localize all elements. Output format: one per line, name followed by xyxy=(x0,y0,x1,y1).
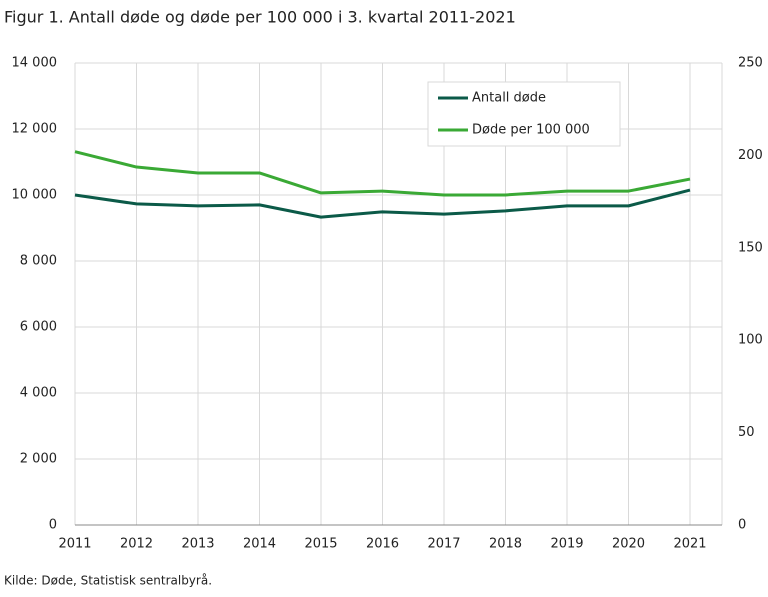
y2-tick-label: 100 xyxy=(738,333,763,348)
y-tick-label: 14 000 xyxy=(12,56,58,71)
chart-title: Figur 1. Antall døde og døde per 100 000… xyxy=(4,8,516,27)
y-tick-label: 10 000 xyxy=(12,188,58,203)
line-series xyxy=(74,188,691,219)
y2-tick-label: 200 xyxy=(738,148,763,163)
x-tick-label: 2020 xyxy=(612,537,645,552)
legend-label: Antall døde xyxy=(472,91,546,106)
x-tick-label: 2013 xyxy=(181,537,214,552)
x-tick-label: 2012 xyxy=(120,537,153,552)
y-tick-label: 6 000 xyxy=(20,320,57,335)
source: Kilde: Døde, Statistisk sentralbyrå. xyxy=(4,574,212,588)
x-tick-label: 2018 xyxy=(489,537,522,552)
y-tick-label: 8 000 xyxy=(20,254,57,269)
y2-tick-label: 250 xyxy=(738,56,763,71)
y2-tick-label: 50 xyxy=(738,425,755,440)
y2-tick-label: 150 xyxy=(738,240,763,255)
y-tick-label: 12 000 xyxy=(12,122,58,137)
y2-tick-label: 0 xyxy=(738,518,746,533)
legend-box xyxy=(427,81,621,147)
x-tick-label: 2016 xyxy=(366,537,399,552)
y-tick-label: 2 000 xyxy=(20,452,57,467)
line-series xyxy=(74,150,691,197)
x-tick-label: 2017 xyxy=(427,537,460,552)
y-tick-label: 0 xyxy=(49,518,57,533)
y-tick-label: 4 000 xyxy=(20,386,57,401)
x-tick-label: 2021 xyxy=(673,537,706,552)
x-tick-label: 2011 xyxy=(58,537,91,552)
x-tick-label: 2015 xyxy=(304,537,337,552)
legend-label: Døde per 100 000 xyxy=(472,123,590,138)
x-tick-label: 2019 xyxy=(550,537,583,552)
x-tick-label: 2014 xyxy=(243,537,276,552)
